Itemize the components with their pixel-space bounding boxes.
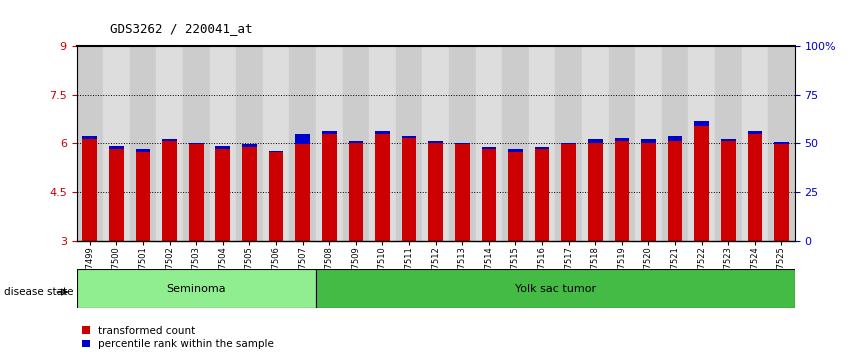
Bar (588, 139, 603, 143)
Bar (76, 269, 316, 308)
Bar (242, 144, 257, 147)
Bar (721, 139, 735, 141)
Bar (183, 46, 209, 241)
Bar (109, 149, 124, 241)
Bar (422, 46, 449, 241)
Text: Yolk sac tumor: Yolk sac tumor (515, 284, 596, 293)
Bar (396, 46, 422, 241)
Bar (721, 141, 735, 241)
Bar (455, 144, 469, 241)
Bar (369, 46, 396, 241)
Bar (694, 121, 709, 126)
Bar (289, 46, 316, 241)
Bar (136, 149, 150, 153)
Bar (455, 143, 469, 144)
Bar (216, 149, 230, 241)
Bar (508, 152, 523, 241)
Bar (615, 138, 629, 141)
Bar (741, 46, 768, 241)
Bar (641, 143, 655, 241)
Bar (535, 147, 549, 149)
Bar (508, 149, 523, 152)
Bar (263, 46, 289, 241)
Bar (668, 141, 683, 241)
Bar (348, 141, 363, 143)
Bar (582, 46, 609, 241)
Bar (449, 46, 475, 241)
Bar (269, 151, 283, 153)
Bar (668, 136, 683, 141)
Bar (295, 134, 310, 144)
Text: GDS3262 / 220041_at: GDS3262 / 220041_at (110, 22, 253, 35)
Bar (635, 46, 662, 241)
Bar (715, 46, 741, 241)
Bar (348, 143, 363, 241)
Bar (109, 146, 124, 149)
Bar (236, 46, 263, 241)
Bar (316, 46, 343, 241)
Bar (82, 139, 97, 241)
Bar (688, 46, 715, 241)
Bar (481, 147, 496, 149)
Bar (242, 147, 257, 241)
Bar (694, 126, 709, 241)
Bar (82, 136, 97, 139)
Legend: transformed count, percentile rank within the sample: transformed count, percentile rank withi… (82, 326, 275, 349)
Bar (216, 146, 230, 149)
Bar (189, 144, 203, 241)
Bar (103, 46, 130, 241)
Bar (130, 46, 156, 241)
Bar (428, 143, 443, 241)
Bar (615, 141, 629, 241)
Bar (561, 144, 576, 241)
Bar (747, 131, 762, 134)
Bar (768, 46, 795, 241)
Bar (502, 46, 529, 241)
Bar (162, 141, 177, 241)
Bar (662, 46, 688, 241)
Bar (209, 46, 236, 241)
Bar (136, 153, 150, 241)
Bar (529, 46, 555, 241)
Bar (561, 143, 576, 144)
Bar (375, 131, 390, 134)
Bar (747, 134, 762, 241)
Bar (402, 136, 416, 137)
Bar (475, 46, 502, 241)
Bar (641, 139, 655, 143)
Bar (322, 134, 337, 241)
Bar (609, 46, 635, 241)
Bar (774, 144, 789, 241)
Bar (76, 46, 103, 241)
Bar (322, 131, 337, 134)
Bar (535, 149, 549, 241)
Bar (774, 142, 789, 144)
Bar (269, 153, 283, 241)
Text: disease state: disease state (4, 287, 74, 297)
Bar (316, 269, 795, 308)
Bar (375, 134, 390, 241)
Bar (428, 141, 443, 143)
Bar (295, 144, 310, 241)
Bar (343, 46, 369, 241)
Bar (189, 143, 203, 144)
Bar (588, 143, 603, 241)
Bar (481, 149, 496, 241)
Text: Seminoma: Seminoma (167, 284, 226, 293)
Bar (402, 137, 416, 241)
Bar (162, 139, 177, 141)
Bar (555, 46, 582, 241)
Bar (156, 46, 183, 241)
